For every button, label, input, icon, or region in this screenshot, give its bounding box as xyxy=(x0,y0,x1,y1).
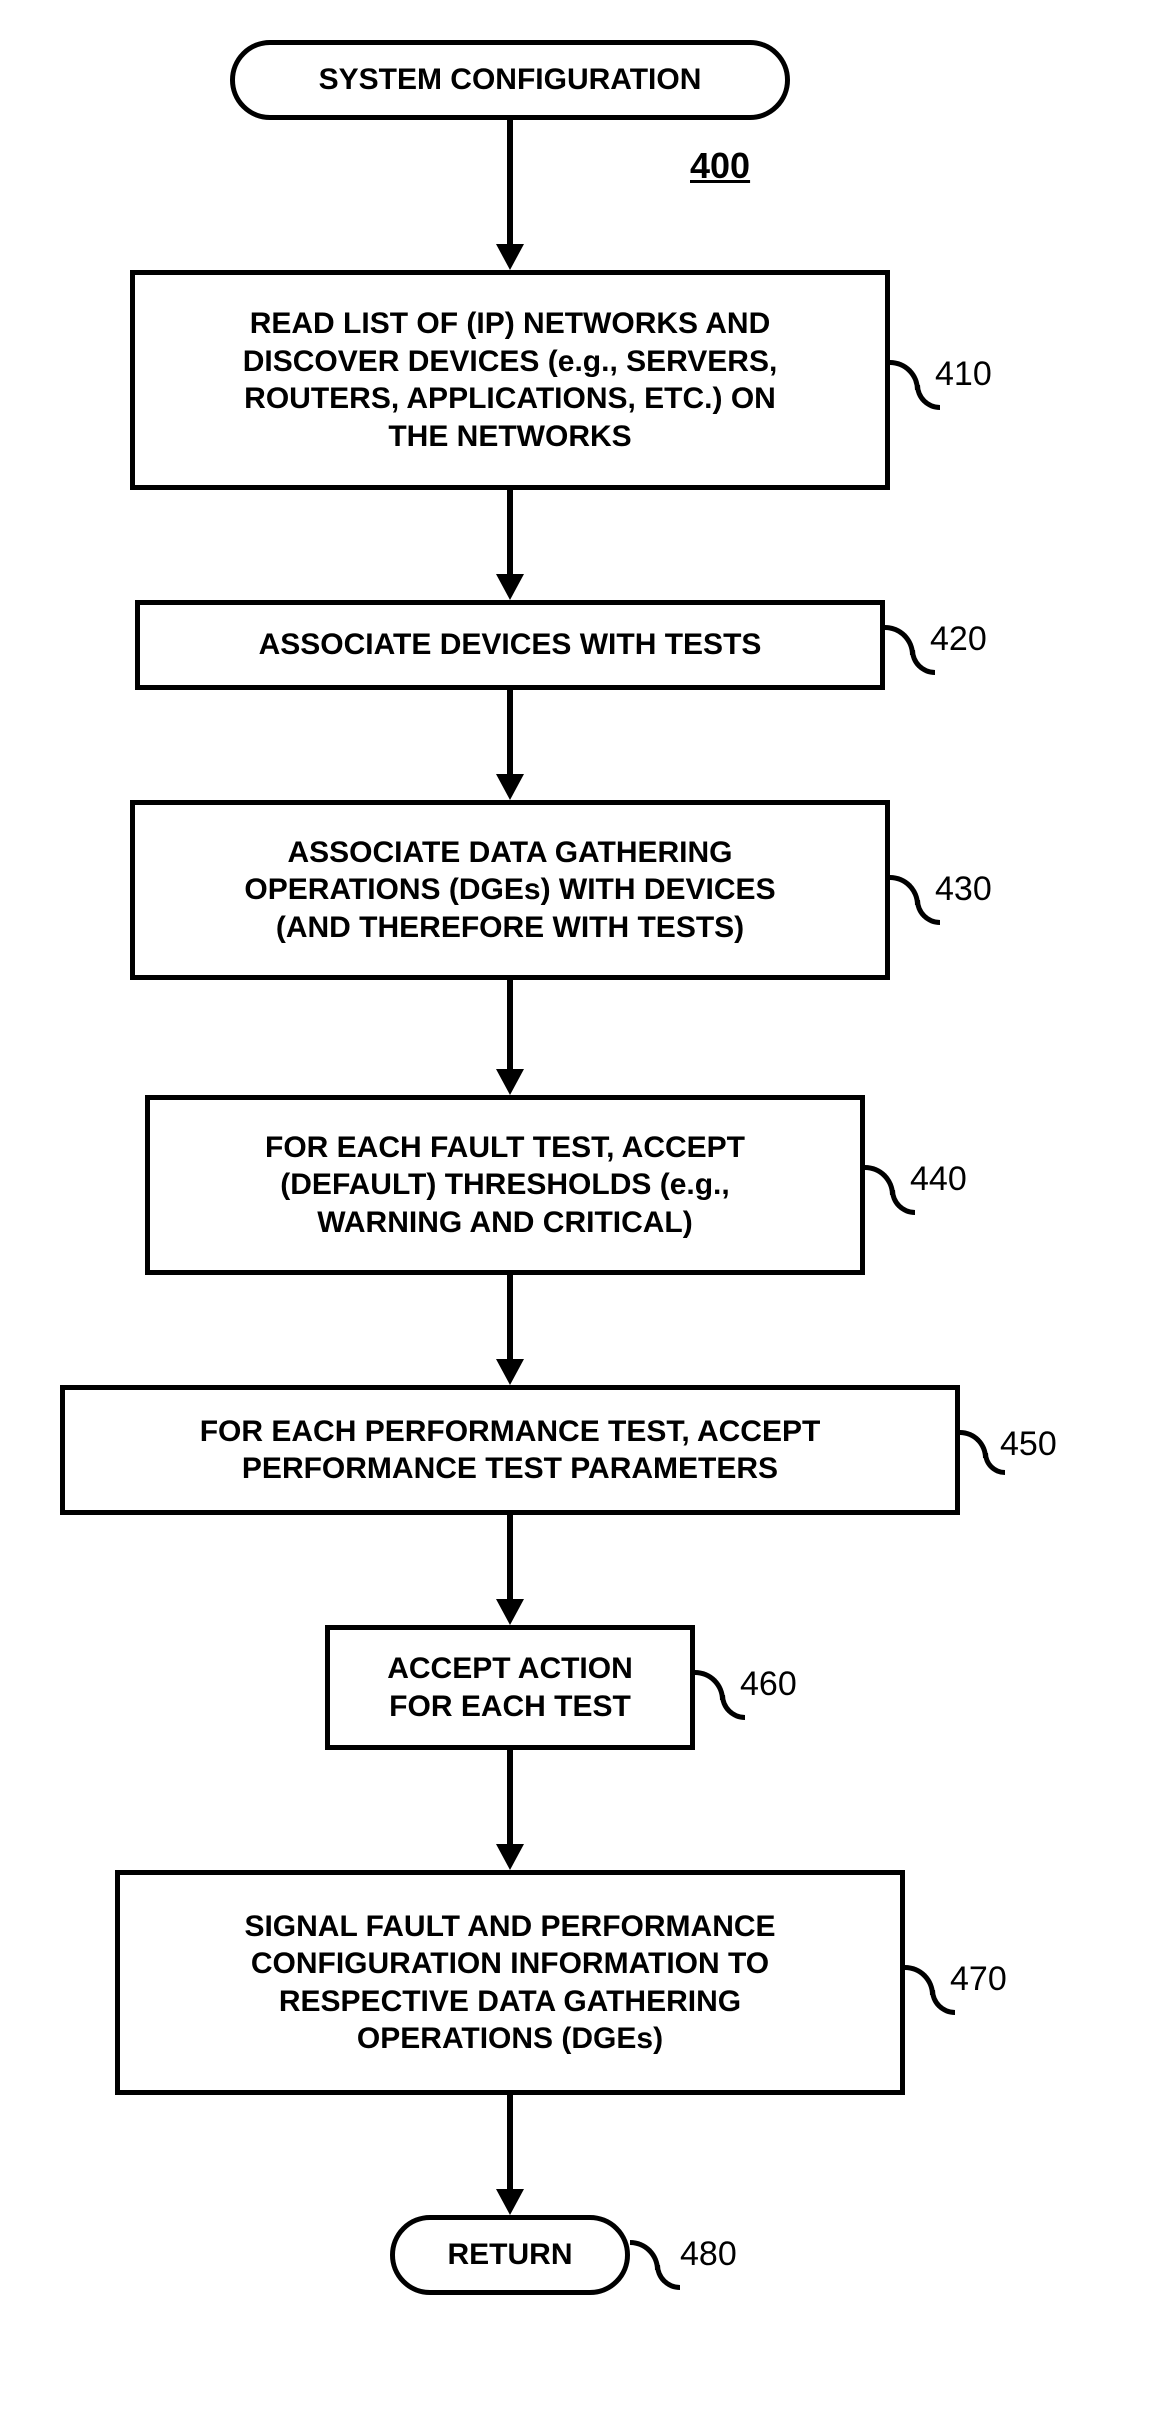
process-460: ACCEPT ACTIONFOR EACH TEST xyxy=(325,1625,695,1750)
leader-440b xyxy=(890,1190,915,1215)
edge-arrowhead xyxy=(496,1844,524,1870)
leader-460b xyxy=(720,1695,745,1720)
process-470: SIGNAL FAULT AND PERFORMANCECONFIGURATIO… xyxy=(115,1870,905,2095)
label-420: 420 xyxy=(930,620,987,659)
edge-line xyxy=(507,1750,513,1844)
edge-line xyxy=(507,1515,513,1599)
label-470: 470 xyxy=(950,1960,1007,1999)
process-420-text: ASSOCIATE DEVICES WITH TESTS xyxy=(259,626,762,664)
edge-line xyxy=(507,490,513,574)
process-420: ASSOCIATE DEVICES WITH TESTS xyxy=(135,600,885,690)
edge-line xyxy=(507,120,513,244)
leader-410b xyxy=(915,385,940,410)
process-410-text: READ LIST OF (IP) NETWORKS ANDDISCOVER D… xyxy=(243,305,778,455)
leader-470b xyxy=(930,1990,955,2015)
process-440: FOR EACH FAULT TEST, ACCEPT(DEFAULT) THR… xyxy=(145,1095,865,1275)
edge-arrowhead xyxy=(496,774,524,800)
process-430-text: ASSOCIATE DATA GATHERINGOPERATIONS (DGEs… xyxy=(244,834,775,947)
start-terminator: SYSTEM CONFIGURATION xyxy=(230,40,790,120)
process-440-text: FOR EACH FAULT TEST, ACCEPT(DEFAULT) THR… xyxy=(265,1129,745,1242)
label-440: 440 xyxy=(910,1160,967,1199)
ref-400: 400 xyxy=(690,145,750,187)
process-450: FOR EACH PERFORMANCE TEST, ACCEPTPERFORM… xyxy=(60,1385,960,1515)
label-430: 430 xyxy=(935,870,992,909)
leader-450b xyxy=(983,1453,1005,1475)
process-460-text: ACCEPT ACTIONFOR EACH TEST xyxy=(387,1650,633,1725)
leader-430b xyxy=(915,900,940,925)
start-text: SYSTEM CONFIGURATION xyxy=(319,63,702,97)
end-terminator: RETURN xyxy=(390,2215,630,2295)
edge-line xyxy=(507,980,513,1069)
edge-arrowhead xyxy=(496,1069,524,1095)
flowchart-canvas: SYSTEM CONFIGURATION 400 READ LIST OF (I… xyxy=(0,0,1160,2417)
process-450-text: FOR EACH PERFORMANCE TEST, ACCEPTPERFORM… xyxy=(200,1413,821,1488)
process-470-text: SIGNAL FAULT AND PERFORMANCECONFIGURATIO… xyxy=(244,1908,775,2058)
edge-arrowhead xyxy=(496,1599,524,1625)
edge-line xyxy=(507,2095,513,2189)
label-410: 410 xyxy=(935,355,992,394)
label-480: 480 xyxy=(680,2235,737,2274)
edge-arrowhead xyxy=(496,1359,524,1385)
leader-480b xyxy=(655,2265,680,2290)
label-450: 450 xyxy=(1000,1425,1057,1464)
edge-arrowhead xyxy=(496,574,524,600)
process-430: ASSOCIATE DATA GATHERINGOPERATIONS (DGEs… xyxy=(130,800,890,980)
process-410: READ LIST OF (IP) NETWORKS ANDDISCOVER D… xyxy=(130,270,890,490)
edge-arrowhead xyxy=(496,2189,524,2215)
edge-line xyxy=(507,1275,513,1359)
label-460: 460 xyxy=(740,1665,797,1704)
leader-420b xyxy=(910,650,935,675)
end-text: RETURN xyxy=(448,2238,573,2272)
edge-arrowhead xyxy=(496,244,524,270)
edge-line xyxy=(507,690,513,774)
